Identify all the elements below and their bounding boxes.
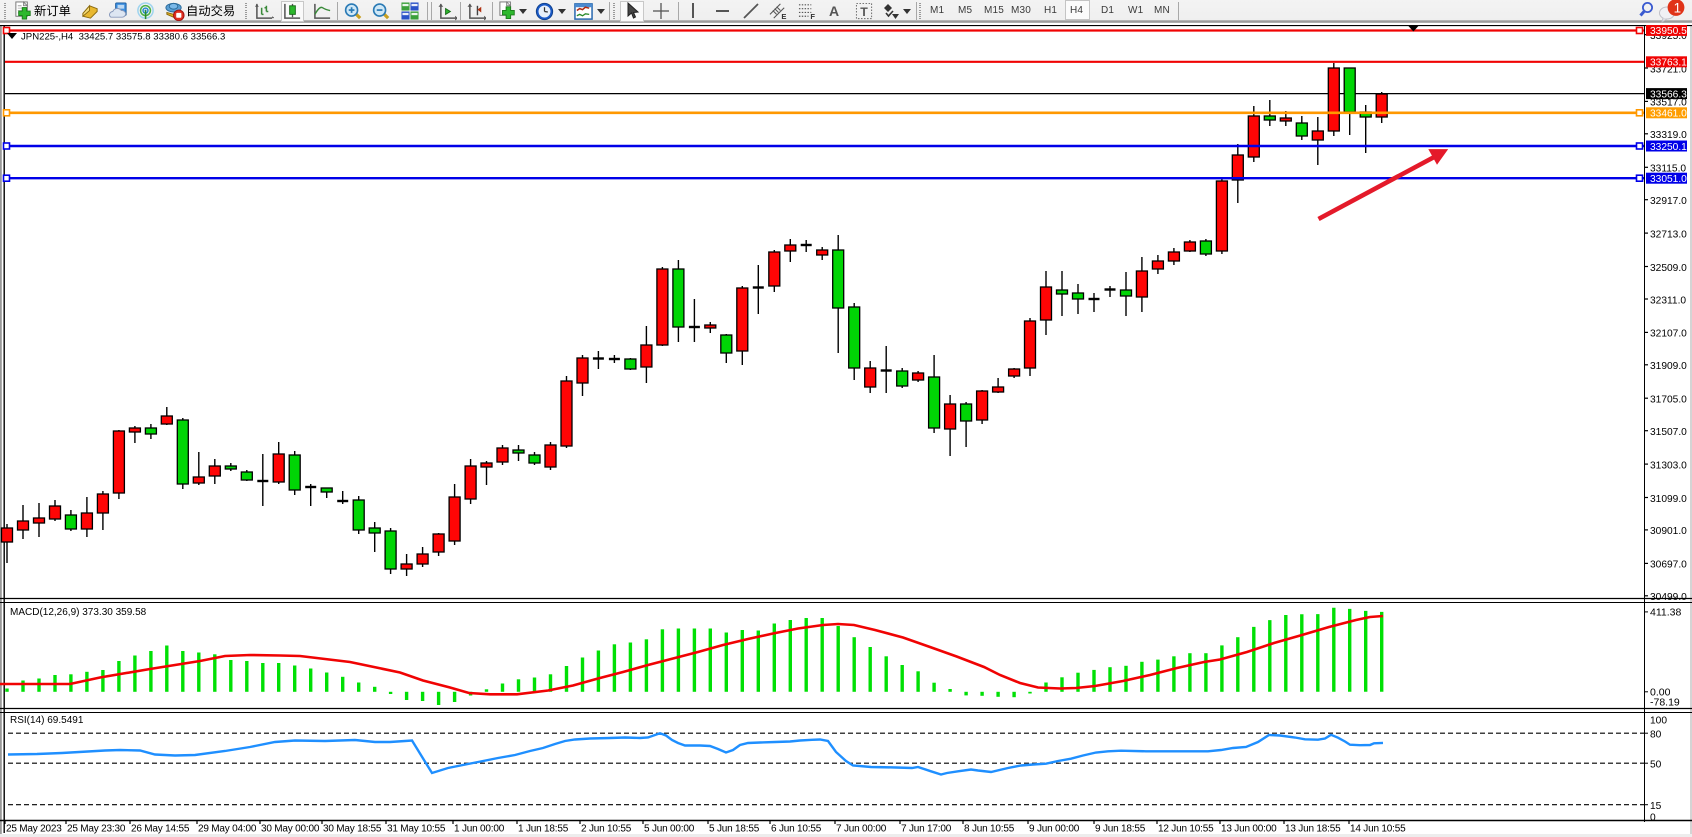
svg-text:JPN225-,H4 33425.7 33575.8 33: JPN225-,H4 33425.7 33575.8 33380.6 33566… xyxy=(21,32,225,43)
svg-text:9 Jun 00:00: 9 Jun 00:00 xyxy=(1029,824,1080,835)
svg-text:50: 50 xyxy=(1650,760,1662,771)
svg-text:30 May 00:00: 30 May 00:00 xyxy=(261,824,320,835)
svg-text:7 Jun 17:00: 7 Jun 17:00 xyxy=(901,824,952,835)
svg-text:80: 80 xyxy=(1650,730,1662,741)
svg-text:13 Jun 18:55: 13 Jun 18:55 xyxy=(1285,824,1341,835)
svg-text:33721.0: 33721.0 xyxy=(1650,64,1687,75)
svg-text:8 Jun 10:55: 8 Jun 10:55 xyxy=(964,824,1015,835)
svg-text:30901.0: 30901.0 xyxy=(1650,526,1687,537)
svg-text:29 May 04:00: 29 May 04:00 xyxy=(198,824,257,835)
svg-text:33950.5: 33950.5 xyxy=(1650,26,1687,37)
svg-text:1: 1 xyxy=(1674,1,1682,16)
svg-text:33461.0: 33461.0 xyxy=(1650,109,1687,120)
svg-text:0: 0 xyxy=(1650,812,1656,823)
svg-text:32107.0: 32107.0 xyxy=(1650,329,1687,340)
svg-text:F: F xyxy=(810,12,815,21)
svg-text:6 Jun 10:55: 6 Jun 10:55 xyxy=(771,824,822,835)
svg-text:-78.19: -78.19 xyxy=(1650,697,1680,709)
svg-text:411.38: 411.38 xyxy=(1650,607,1681,619)
svg-text:T: T xyxy=(860,4,868,18)
svg-text:0.00: 0.00 xyxy=(1650,686,1671,698)
svg-text:30697.0: 30697.0 xyxy=(1650,560,1687,571)
svg-text:26 May 14:55: 26 May 14:55 xyxy=(131,824,190,835)
svg-text:31303.0: 31303.0 xyxy=(1650,460,1687,471)
svg-text:RSI(14) 69.5491: RSI(14) 69.5491 xyxy=(10,715,84,726)
svg-text:33250.1: 33250.1 xyxy=(1650,142,1687,153)
svg-text:31705.0: 31705.0 xyxy=(1650,395,1687,406)
svg-text:1 Jun 00:00: 1 Jun 00:00 xyxy=(454,824,505,835)
svg-text:32917.0: 32917.0 xyxy=(1650,196,1687,207)
svg-text:33319.0: 33319.0 xyxy=(1650,130,1687,141)
svg-text:31099.0: 31099.0 xyxy=(1650,494,1687,505)
svg-text:31909.0: 31909.0 xyxy=(1650,361,1687,372)
svg-text:30499.0: 30499.0 xyxy=(1650,592,1687,603)
svg-text:9 Jun 18:55: 9 Jun 18:55 xyxy=(1095,824,1146,835)
svg-text:33763.1: 33763.1 xyxy=(1650,58,1687,69)
svg-text:2 Jun 10:55: 2 Jun 10:55 xyxy=(581,824,632,835)
svg-text:33051.0: 33051.0 xyxy=(1650,174,1687,185)
svg-text:25 May 23:30: 25 May 23:30 xyxy=(67,824,126,835)
svg-text:33115.0: 33115.0 xyxy=(1650,164,1686,175)
svg-text:7 Jun 00:00: 7 Jun 00:00 xyxy=(836,824,887,835)
svg-text:MACD(12,26,9) 373.30 359.58: MACD(12,26,9) 373.30 359.58 xyxy=(10,607,147,618)
svg-text:33925.0: 33925.0 xyxy=(1650,31,1687,42)
svg-text:100: 100 xyxy=(1650,715,1667,726)
svg-text:32509.0: 32509.0 xyxy=(1650,263,1687,274)
svg-text:30 May 18:55: 30 May 18:55 xyxy=(323,824,382,835)
svg-text:32713.0: 32713.0 xyxy=(1650,229,1687,240)
svg-text:25 May 2023: 25 May 2023 xyxy=(6,824,62,835)
svg-text:15: 15 xyxy=(1650,801,1662,812)
svg-text:5 Jun 00:00: 5 Jun 00:00 xyxy=(644,824,695,835)
svg-text:5 Jun 18:55: 5 Jun 18:55 xyxy=(709,824,760,835)
svg-text:12 Jun 10:55: 12 Jun 10:55 xyxy=(1158,824,1214,835)
svg-text:33517.0: 33517.0 xyxy=(1650,98,1687,109)
svg-text:33566.3: 33566.3 xyxy=(1650,89,1687,100)
svg-text:14 Jun 10:55: 14 Jun 10:55 xyxy=(1350,824,1406,835)
svg-text:E: E xyxy=(781,12,786,21)
svg-text:1 Jun 18:55: 1 Jun 18:55 xyxy=(518,824,569,835)
svg-text:13 Jun 00:00: 13 Jun 00:00 xyxy=(1221,824,1277,835)
svg-text:31 May 10:55: 31 May 10:55 xyxy=(387,824,446,835)
svg-text:32311.0: 32311.0 xyxy=(1650,295,1686,306)
svg-text:31507.0: 31507.0 xyxy=(1650,427,1687,438)
